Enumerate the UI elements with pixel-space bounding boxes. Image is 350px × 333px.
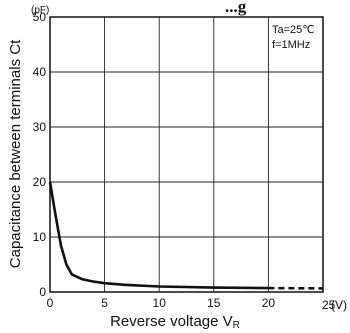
y-tick-label: 10	[33, 230, 47, 244]
series-group	[48, 181, 324, 290]
y-tick-label: 20	[33, 175, 47, 189]
x-tick-label: 25	[322, 298, 336, 312]
plot-frame	[49, 16, 324, 293]
chart-title: ...g	[225, 0, 247, 16]
y-tick-label: 0	[39, 285, 46, 299]
annotation-temperature: Ta=25℃	[272, 24, 315, 36]
y-unit-label: (pF)	[31, 5, 49, 16]
y-tick-label: 40	[33, 65, 47, 79]
x-tick-label: 10	[153, 296, 167, 310]
x-tick-label: 15	[207, 296, 221, 310]
grid	[50, 17, 323, 292]
x-axis-title-main: Reverse voltage V	[110, 313, 233, 330]
capacitance-curve	[48, 181, 269, 290]
y-tick-label: 30	[33, 120, 47, 134]
y-tick-label: 50	[33, 10, 47, 24]
x-tick-label: 0	[47, 296, 54, 310]
x-axis-title: Reverse voltage VR	[110, 313, 240, 331]
tick-labels: 0 10 20 30 40 50 0 5 10 15 20 25	[33, 10, 336, 312]
x-axis-title-subscript: R	[233, 320, 240, 331]
annotation-frequency: f=1MHz	[272, 39, 310, 51]
x-tick-label: 5	[101, 296, 108, 310]
x-unit-label: (V)	[331, 298, 347, 312]
y-axis-title: Capacitance between terminals Ct	[7, 39, 24, 268]
x-tick-label: 20	[262, 296, 276, 310]
